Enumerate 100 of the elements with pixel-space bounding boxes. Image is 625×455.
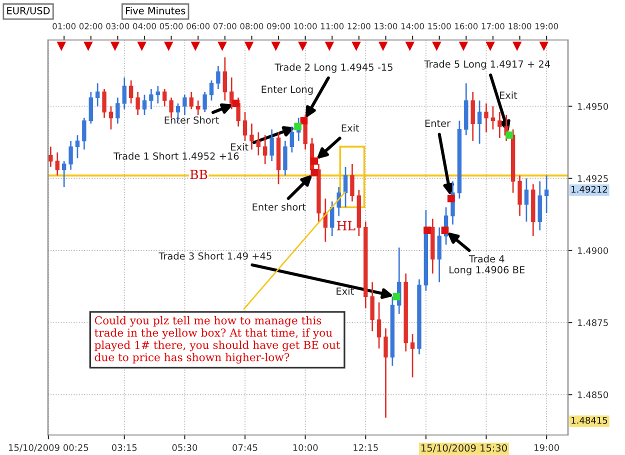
- candlestick: [470, 91, 475, 142]
- annotation: Trade 3 Short 1.49 +45: [158, 252, 272, 260]
- candlestick: [498, 111, 502, 139]
- candlestick: [209, 80, 214, 102]
- x2-tick-label: 15:00: [428, 23, 451, 30]
- candlestick: [484, 102, 488, 133]
- candlestick: [263, 134, 268, 165]
- candlestick: [256, 132, 261, 156]
- candlestick: [518, 174, 522, 217]
- candlestick: [102, 88, 106, 119]
- annotation: Enter short: [252, 203, 306, 211]
- chart-subtitle: Five Minutes: [126, 6, 186, 14]
- x2-tick-label: 02:00: [79, 23, 102, 30]
- x-tick-label: 15/10/2009 00:25: [8, 444, 88, 452]
- y-tick-label: 1.4850: [578, 391, 608, 398]
- candlestick: [350, 163, 354, 202]
- x2-tick-label: 18:00: [508, 23, 532, 30]
- x2-tick-label: 08:00: [240, 23, 264, 30]
- x-tick-label: 03:15: [112, 444, 137, 452]
- candlestick: [156, 85, 160, 104]
- chart-title: EUR/USD: [7, 6, 50, 16]
- candlestick: [62, 160, 66, 188]
- x2-tick-label: 10:00: [294, 23, 317, 30]
- candlestick: [82, 117, 86, 150]
- y-tick-label: 1.4925: [578, 175, 608, 182]
- candlestick: [222, 56, 227, 102]
- x-tick-label: 19:00: [534, 444, 559, 452]
- x2-tick-label: 01:00: [52, 23, 76, 30]
- point: [506, 131, 513, 139]
- candlestick: [524, 178, 529, 222]
- x2-tick-label: 11:00: [321, 23, 344, 30]
- x2-tick-label: 14:00: [401, 23, 424, 30]
- candlestick: [75, 134, 80, 159]
- x2-tick-label: 16:00: [455, 23, 478, 30]
- annotation: Exit: [342, 124, 360, 132]
- x2-tick-label: 12:00: [348, 23, 370, 30]
- annotation: Trade 4 Long 1.4906 BE: [450, 255, 525, 276]
- point: [294, 122, 302, 130]
- candlestick: [376, 302, 382, 350]
- candlestick: [129, 80, 134, 104]
- x-tick-label: 05:30: [172, 444, 198, 452]
- candlestick: [108, 106, 114, 130]
- candlestick: [370, 281, 374, 332]
- x-tick-label: 10:00: [293, 444, 318, 452]
- candlestick: [270, 128, 274, 162]
- candlestick: [343, 166, 348, 208]
- x-tick-label: 07:45: [232, 444, 258, 452]
- candlestick: [202, 91, 207, 113]
- point: [424, 226, 431, 234]
- point: [310, 168, 318, 176]
- point: [232, 100, 240, 108]
- candlestick: [490, 106, 496, 130]
- candlestick: [55, 152, 60, 176]
- point: [310, 157, 318, 165]
- x2-tick-label: 19:00: [535, 23, 558, 30]
- candlestick: [48, 146, 53, 168]
- annotation: Enter Short: [164, 116, 219, 124]
- x2-tick-label: 17:00: [482, 23, 504, 30]
- x2-tick-label: 06:00: [186, 23, 210, 30]
- annotation: Trade 5 Long 1.4917 + 24: [424, 60, 550, 70]
- annotation: Could you plz tell me how to manage this trade in the yellow box? At that time, if you played 1# there, you should have get BE out due to price has shown higher-low?: [94, 316, 340, 364]
- ref-line-label: BB: [190, 170, 208, 179]
- candlestick: [149, 88, 154, 110]
- x2-tick-label: 13:00: [374, 23, 398, 30]
- annotation: Enter Long: [262, 86, 313, 95]
- candlestick: [250, 122, 254, 150]
- x2-tick-label: 09:00: [267, 23, 290, 30]
- candlestick: [189, 91, 194, 110]
- point: [300, 117, 308, 124]
- candlestick: [196, 100, 200, 116]
- candlestick: [477, 100, 482, 144]
- x2-tick-label: 05:00: [160, 23, 183, 30]
- candlestick: [330, 200, 334, 237]
- annotation: Trade 2 Long 1.4945 -15: [274, 63, 392, 73]
- candlestick: [242, 111, 248, 142]
- candlestick: [162, 88, 167, 108]
- annotation: Exit: [336, 287, 354, 295]
- candlestick: [88, 91, 93, 124]
- annotation: HL: [337, 221, 356, 230]
- candlestick: [122, 76, 126, 110]
- annotation: Exit: [231, 143, 248, 151]
- candlestick: [336, 186, 341, 217]
- candlestick: [136, 91, 140, 116]
- annotation: Trade 1 Short 1.4952 +16: [114, 152, 239, 160]
- text: 1.49212: [572, 186, 608, 193]
- candlestick: [384, 328, 388, 418]
- point: [392, 292, 400, 300]
- text: 1.48415: [572, 416, 608, 424]
- x-tick-label: 12:15: [354, 444, 378, 452]
- candlestick: [216, 65, 220, 90]
- candlestick: [182, 94, 187, 116]
- text: 15/10/2009 15:30: [421, 444, 507, 452]
- y-tick-label: 1.4875: [578, 319, 608, 326]
- candlestick: [437, 226, 442, 283]
- candlestick: [410, 333, 415, 378]
- candlestick: [95, 82, 100, 108]
- point: [447, 194, 455, 202]
- y-tick-label: 1.4950: [578, 103, 608, 110]
- annotation: Exit: [500, 91, 518, 99]
- x2-tick-label: 03:00: [106, 23, 130, 30]
